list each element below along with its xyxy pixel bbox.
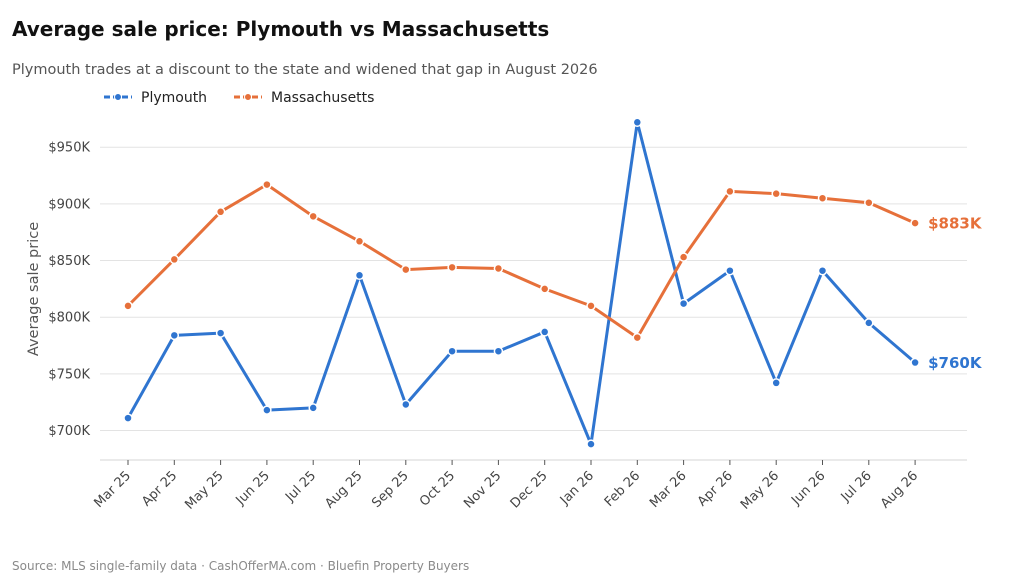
point-massachusetts-aug-26: [910, 218, 920, 228]
point-plymouth-jan-26: [586, 439, 596, 449]
y-axis-label: Average sale price: [26, 222, 42, 356]
series-line-massachusetts: [126, 183, 917, 340]
point-massachusetts-nov-25: [493, 263, 504, 274]
point-massachusetts-oct-25: [447, 262, 457, 273]
point-massachusetts-jan-26: [586, 301, 596, 311]
x-tick-label-jan-26: Jan 26: [557, 468, 597, 508]
x-tick-label-jul-26: Jul 26: [838, 468, 875, 505]
point-massachusetts-may-25: [215, 207, 226, 217]
y-axis-ticks: $700K $750K $800K $850K $900K $950K: [48, 141, 90, 439]
point-plymouth-may-26: [771, 378, 781, 388]
point-plymouth-nov-25: [493, 346, 504, 356]
chart-subtitle: Plymouth trades at a discount to the sta…: [12, 62, 598, 78]
point-massachusetts-apr-26: [725, 186, 735, 197]
x-tick-label-may-25: May 25: [182, 468, 226, 512]
legend-label-massachusetts: Massachusetts: [271, 90, 374, 106]
end-label-plymouth: $760K: [928, 354, 983, 372]
point-massachusetts-may-26: [771, 188, 781, 199]
point-plymouth-apr-25: [169, 330, 180, 341]
y-tick-label-700k: $700K: [48, 424, 90, 439]
point-massachusetts-mar-26: [678, 252, 689, 262]
point-plymouth-may-25: [215, 328, 226, 338]
legend: Plymouth Massachusetts: [104, 90, 374, 106]
x-tick-label-oct-25: Oct 25: [417, 468, 458, 509]
point-plymouth-aug-26: [910, 357, 920, 368]
point-massachusetts-mar-25: [123, 301, 133, 311]
x-tick-label-aug-25: Aug 25: [322, 468, 365, 511]
point-plymouth-jun-26: [817, 265, 828, 276]
legend-marker-massachusetts: [244, 93, 252, 101]
point-massachusetts-aug-25: [354, 236, 365, 247]
x-tick-label-apr-26: Apr 26: [695, 468, 736, 509]
source-note: Source: MLS single-family data · CashOff…: [12, 559, 469, 573]
x-tick-label-aug-26: Aug 26: [878, 468, 921, 511]
y-tick-label-750k: $750K: [48, 367, 90, 382]
point-massachusetts-jul-26: [864, 197, 874, 208]
series-massachusetts: [123, 179, 920, 343]
point-plymouth-dec-25: [539, 327, 550, 337]
series-layer: [123, 117, 920, 449]
point-massachusetts-feb-26: [632, 332, 643, 343]
x-tick-label-jun-26: Jun 26: [788, 468, 828, 508]
end-labels: $760K $883K: [928, 215, 983, 372]
x-tick-label-sep-25: Sep 25: [369, 468, 412, 511]
point-plymouth-jun-25: [262, 405, 272, 415]
point-massachusetts-sep-25: [401, 264, 411, 275]
legend-marker-plymouth: [114, 93, 122, 101]
x-tick-label-mar-25: Mar 25: [91, 468, 134, 511]
x-tick-label-feb-26: Feb 26: [602, 468, 644, 510]
end-label-massachusetts: $883K: [928, 215, 983, 233]
x-tick-label-mar-26: Mar 26: [647, 468, 690, 511]
point-plymouth-aug-25: [354, 270, 365, 281]
x-axis: Mar 25 Apr 25 May 25 Jun 25 Jul 25 Aug 25 Sep …: [91, 459, 967, 513]
point-massachusetts-jun-25: [262, 179, 272, 190]
x-tick-label-nov-25: Nov 25: [461, 468, 504, 511]
point-massachusetts-jul-25: [308, 211, 318, 222]
x-tick-label-may-26: May 26: [738, 468, 782, 512]
y-tick-label-850k: $850K: [48, 254, 90, 269]
chart-title: Average sale price: Plymouth vs Massachu…: [12, 17, 549, 41]
point-plymouth-sep-25: [401, 399, 411, 410]
point-massachusetts-jun-26: [817, 193, 828, 203]
point-plymouth-apr-26: [725, 265, 735, 276]
point-plymouth-mar-26: [678, 298, 689, 309]
y-tick-label-950k: $950K: [48, 141, 90, 156]
point-massachusetts-dec-25: [539, 284, 550, 294]
legend-label-plymouth: Plymouth: [141, 90, 207, 106]
point-plymouth-oct-25: [447, 346, 457, 356]
legend-item-massachusetts: Massachusetts: [234, 90, 374, 106]
series-line-plymouth: [126, 120, 917, 446]
point-massachusetts-apr-25: [169, 254, 180, 265]
x-tick-label-jun-25: Jun 25: [233, 468, 273, 508]
point-plymouth-feb-26: [632, 117, 643, 128]
series-plymouth: [123, 117, 920, 449]
point-plymouth-jul-26: [864, 318, 874, 328]
point-plymouth-jul-25: [308, 403, 318, 413]
y-tick-label-900k: $900K: [48, 197, 90, 212]
x-tick-label-apr-25: Apr 25: [139, 468, 180, 509]
legend-item-plymouth: Plymouth: [104, 90, 207, 106]
x-tick-label-jul-25: Jul 25: [282, 468, 319, 505]
x-tick-label-dec-25: Dec 25: [508, 468, 551, 511]
point-plymouth-mar-25: [123, 413, 133, 423]
y-tick-label-800k: $800K: [48, 311, 90, 326]
